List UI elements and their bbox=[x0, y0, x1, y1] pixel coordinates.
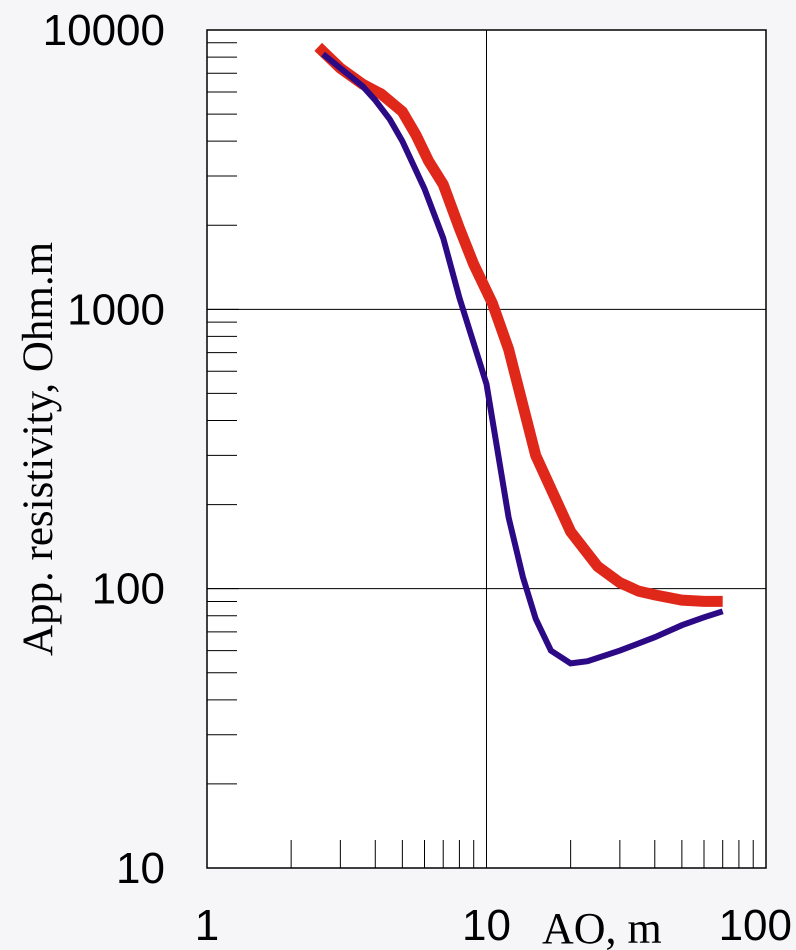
y-tick-label: 10000 bbox=[43, 6, 165, 55]
axis-labels: App. resistivity, Ohm.m AO, m bbox=[15, 242, 662, 950]
grid-lines bbox=[207, 30, 766, 868]
y-axis-label: App. resistivity, Ohm.m bbox=[15, 242, 62, 656]
x-tick-label: 1 bbox=[195, 901, 219, 950]
x-tick-label: 10 bbox=[462, 901, 511, 950]
y-tick-label: 100 bbox=[92, 565, 165, 614]
axis-ticks bbox=[206, 42, 754, 869]
x-axis-label: AO, m bbox=[542, 904, 662, 950]
plot-frame bbox=[206, 29, 767, 869]
x-tick-label: 100 bbox=[719, 901, 792, 950]
y-tick-label: 10 bbox=[116, 844, 165, 893]
y-tick-label: 1000 bbox=[67, 285, 165, 334]
series-line-1 bbox=[314, 42, 723, 607]
series-line-2 bbox=[321, 51, 724, 667]
data-series bbox=[314, 42, 724, 667]
